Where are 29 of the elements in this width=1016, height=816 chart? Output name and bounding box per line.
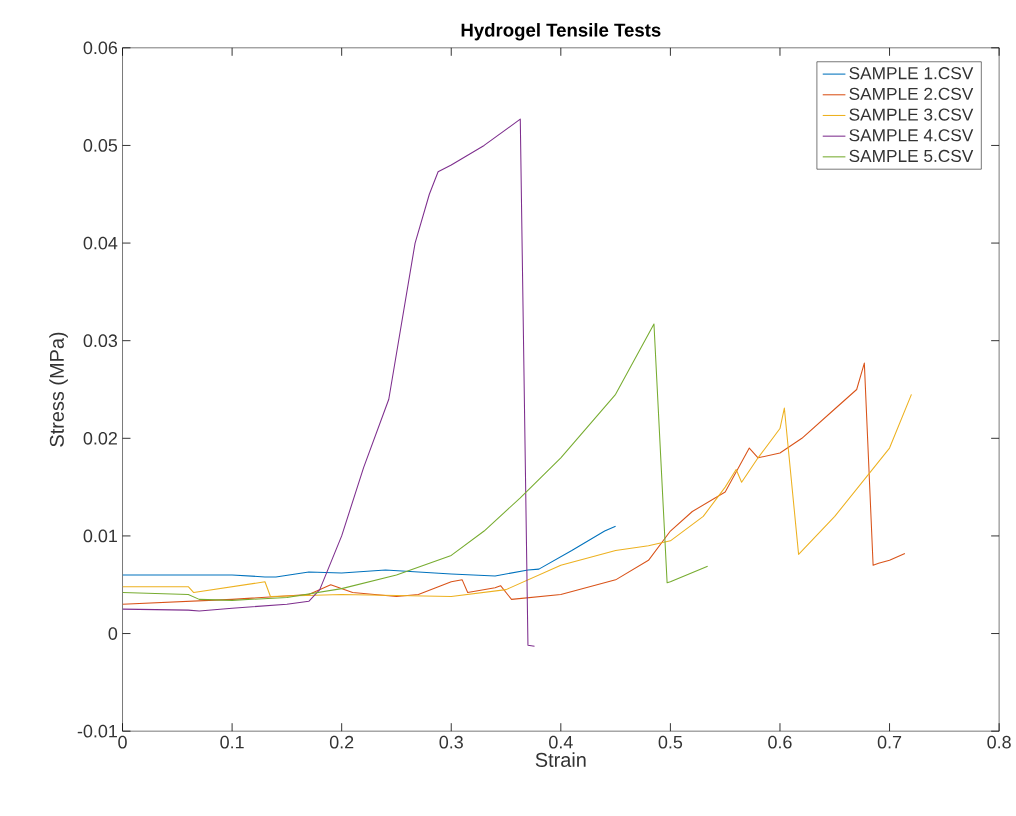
x-tick-label: 0.4 — [549, 735, 573, 749]
legend-label: SAMPLE 1.CSV — [849, 67, 974, 80]
legend-label: SAMPLE 5.CSV — [849, 149, 974, 163]
y-tick-label: 0.05 — [83, 139, 118, 152]
line-series — [122, 393, 912, 598]
x-tick-label: 0.3 — [439, 735, 463, 749]
x-tick-label: 0 — [118, 735, 127, 749]
line-series — [122, 118, 536, 647]
line-series — [122, 323, 709, 601]
y-tick-label: 0.03 — [83, 334, 118, 348]
legend-label: SAMPLE 2.CSV — [849, 87, 974, 101]
x-axis-title: Strain — [535, 752, 586, 768]
x-tick-label: 0.6 — [768, 735, 792, 749]
x-tick-label: 0.5 — [658, 735, 683, 749]
x-tick-label: 0.2 — [329, 735, 354, 749]
y-axis-title: Stress (MPa) — [49, 332, 68, 447]
line-series — [122, 362, 906, 605]
y-tick-label: 0.06 — [83, 41, 118, 55]
y-tick-label: 0.01 — [83, 529, 117, 543]
x-tick-label: 0.7 — [877, 735, 902, 749]
chart-title: Hydrogel Tensile Tests — [461, 23, 661, 41]
x-tick-label: 0.8 — [987, 735, 1011, 749]
y-tick-label: 0 — [108, 627, 118, 640]
x-tick-label: 0.1 — [220, 735, 244, 749]
y-tick-label: 0.02 — [83, 432, 117, 445]
legend-label: SAMPLE 3.CSV — [849, 108, 974, 121]
y-tick-label: -0.01 — [77, 724, 117, 738]
y-tick-label: 0.04 — [83, 236, 118, 250]
legend-label: SAMPLE 4.CSV — [849, 129, 974, 142]
